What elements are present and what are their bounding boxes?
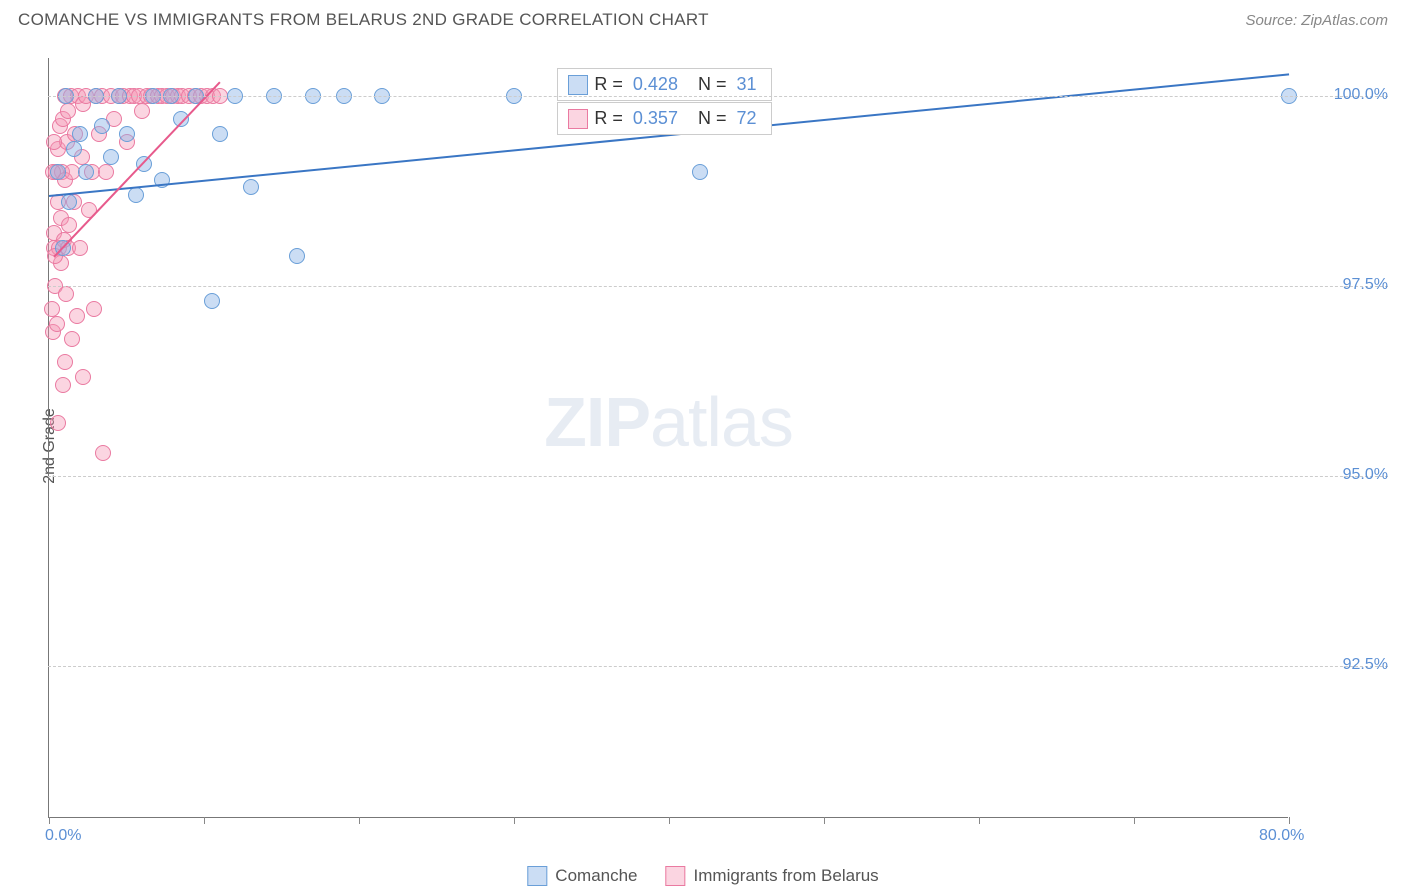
data-point (72, 240, 88, 256)
y-tick-label: 92.5% (1343, 656, 1388, 674)
x-tick (1289, 817, 1290, 824)
data-point (98, 164, 114, 180)
x-tick (514, 817, 515, 824)
watermark-zip: ZIP (544, 383, 650, 461)
x-tick (1134, 817, 1135, 824)
data-point (243, 179, 259, 195)
legend-label: Comanche (555, 866, 637, 886)
x-tick (49, 817, 50, 824)
data-point (204, 293, 220, 309)
stats-n-label: N = (698, 74, 727, 95)
data-point (289, 248, 305, 264)
stats-swatch-icon (568, 109, 588, 129)
x-tick-label: 0.0% (45, 827, 81, 845)
y-tick-label: 95.0% (1343, 466, 1388, 484)
data-point (46, 134, 62, 150)
stats-n-value: 72 (736, 108, 756, 129)
legend-label: Immigrants from Belarus (694, 866, 879, 886)
stats-r-value: 0.357 (633, 108, 678, 129)
data-point (128, 187, 144, 203)
y-tick-label: 100.0% (1334, 86, 1388, 104)
data-point (86, 301, 102, 317)
chart-title: COMANCHE VS IMMIGRANTS FROM BELARUS 2ND … (18, 10, 709, 30)
legend-swatch-icon (527, 866, 547, 886)
x-tick (824, 817, 825, 824)
data-point (61, 194, 77, 210)
x-tick-label: 80.0% (1259, 827, 1304, 845)
legend-item-comanche: Comanche (527, 866, 637, 886)
data-point (81, 202, 97, 218)
x-tick (979, 817, 980, 824)
plot-area: ZIPatlas 0.0%80.0%R =0.428N =31R =0.357N… (48, 58, 1288, 818)
data-point (94, 118, 110, 134)
data-point (61, 217, 77, 233)
gridline (48, 476, 1388, 477)
watermark: ZIPatlas (544, 382, 793, 462)
data-point (69, 308, 85, 324)
data-point (49, 316, 65, 332)
data-point (72, 126, 88, 142)
data-point (60, 103, 76, 119)
data-point (50, 164, 66, 180)
x-tick (669, 817, 670, 824)
data-point (55, 377, 71, 393)
x-tick (204, 817, 205, 824)
data-point (692, 164, 708, 180)
gridline (48, 666, 1388, 667)
data-point (64, 331, 80, 347)
stats-r-label: R = (594, 108, 623, 129)
watermark-atlas: atlas (650, 383, 793, 461)
legend-item-belarus: Immigrants from Belarus (666, 866, 879, 886)
data-point (75, 369, 91, 385)
data-point (134, 103, 150, 119)
data-point (119, 126, 135, 142)
data-point (57, 354, 73, 370)
stats-box: R = 0.357 N = 72 (557, 102, 771, 135)
x-tick (359, 817, 360, 824)
legend-swatch-icon (666, 866, 686, 886)
plot-container: ZIPatlas 0.0%80.0%R =0.428N =31R =0.357N… (48, 58, 1388, 818)
gridline (48, 286, 1388, 287)
stats-n-label: N = (698, 108, 727, 129)
stats-swatch-icon (568, 75, 588, 95)
chart-header: COMANCHE VS IMMIGRANTS FROM BELARUS 2ND … (0, 0, 1406, 38)
y-tick-label: 97.5% (1343, 276, 1388, 294)
bottom-legend: Comanche Immigrants from Belarus (527, 866, 878, 886)
chart-source: Source: ZipAtlas.com (1245, 12, 1388, 29)
stats-r-value: 0.428 (633, 74, 678, 95)
data-point (58, 286, 74, 302)
stats-n-value: 31 (736, 74, 756, 95)
data-point (50, 415, 66, 431)
data-point (95, 445, 111, 461)
gridline (48, 96, 1388, 97)
data-point (44, 301, 60, 317)
data-point (66, 141, 82, 157)
data-point (212, 126, 228, 142)
stats-r-label: R = (594, 74, 623, 95)
data-point (103, 149, 119, 165)
data-point (78, 164, 94, 180)
